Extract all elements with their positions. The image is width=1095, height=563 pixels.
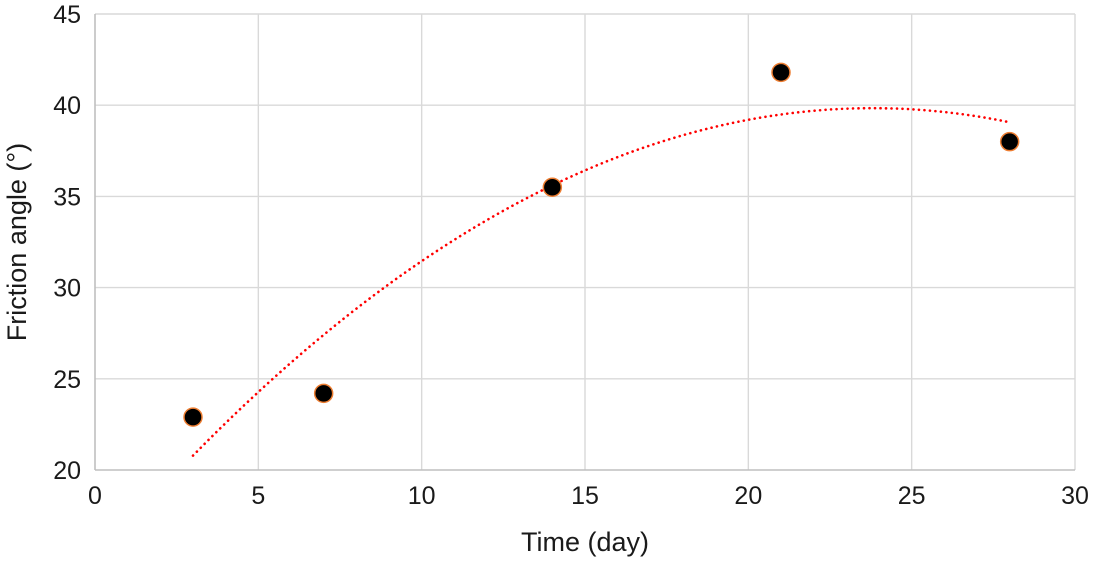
- data-point: [999, 131, 1020, 152]
- axis-lines: [94, 14, 1075, 471]
- x-axis-title: Time (day): [521, 527, 649, 557]
- data-point: [771, 62, 791, 83]
- data-point: [313, 383, 334, 404]
- x-tick-label: 30: [1061, 482, 1089, 510]
- data-point: [183, 407, 203, 427]
- x-tick-label: 15: [571, 482, 599, 510]
- y-tick-label: 20: [53, 457, 81, 485]
- y-tick-label: 40: [53, 92, 81, 120]
- y-tick-label: 45: [53, 1, 81, 29]
- x-tick-label: 10: [408, 482, 436, 510]
- trendline-dotted: [191, 106, 1011, 457]
- x-tick-label: 20: [734, 482, 762, 510]
- x-tick-label: 0: [88, 482, 102, 510]
- tick-labels: 20 25 30 35 40 45 0 5 10 15 20 25 30: [53, 1, 1089, 510]
- data-point: [542, 177, 563, 198]
- y-tick-label: 30: [53, 275, 81, 303]
- x-tick-label: 25: [898, 482, 926, 510]
- data-series: [183, 62, 1020, 457]
- y-axis-title: Friction angle (°): [2, 143, 32, 341]
- y-tick-label: 35: [53, 183, 81, 211]
- y-tick-label: 25: [53, 366, 81, 394]
- gridlines: [95, 13, 1076, 470]
- x-tick-label: 5: [251, 482, 265, 510]
